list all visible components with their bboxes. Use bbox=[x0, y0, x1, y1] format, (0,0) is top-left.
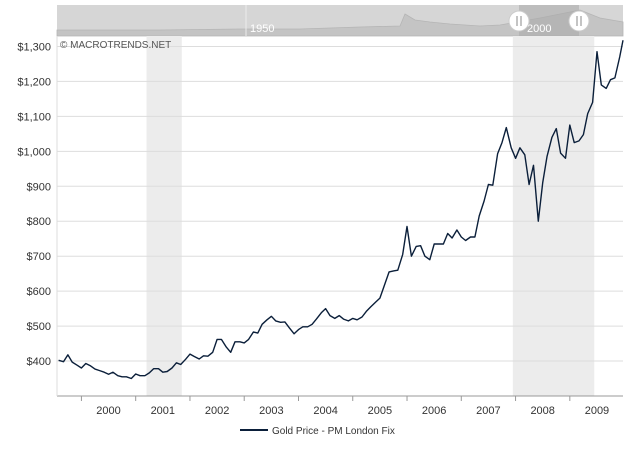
y-tick-label: $1,000 bbox=[17, 146, 51, 158]
y-axis: $400 $500 $600 $700 $800 $900 $1,000 $1,100 $1,2… bbox=[17, 41, 51, 368]
x-tick-label: 2001 bbox=[151, 405, 175, 417]
x-tick-label: 2009 bbox=[585, 405, 609, 417]
y-tick-label: $900 bbox=[27, 181, 51, 193]
series-layer bbox=[58, 40, 624, 380]
y-tick-label: $1,100 bbox=[17, 111, 51, 123]
x-tick-label: 2003 bbox=[259, 405, 283, 417]
navigator-right-handle[interactable] bbox=[568, 10, 590, 32]
x-tick-label: 2000 bbox=[96, 405, 120, 417]
y-tick-label: $1,200 bbox=[17, 76, 51, 88]
x-tick-label: 2002 bbox=[205, 405, 229, 417]
x-tick-label: 2007 bbox=[476, 405, 500, 417]
navigator-year-label: 1950 bbox=[250, 23, 274, 35]
navigator-year-label-right: 2000 bbox=[527, 23, 551, 35]
x-tick-label: 2005 bbox=[368, 405, 392, 417]
recession-band-2 bbox=[512, 36, 595, 396]
navigator-left-handle[interactable] bbox=[508, 10, 530, 32]
navigator-sparkline bbox=[56, 9, 624, 37]
recession-band-1 bbox=[146, 36, 182, 396]
y-tick-label: $600 bbox=[27, 286, 51, 298]
legend[interactable]: Gold Price - PM London Fix bbox=[240, 426, 395, 437]
x-tick-label: 2008 bbox=[530, 405, 554, 417]
y-tick-label: $700 bbox=[27, 251, 51, 263]
x-tick-label: 2006 bbox=[422, 405, 446, 417]
series-line-gold-price bbox=[58, 40, 624, 380]
plot-frame bbox=[56, 36, 623, 397]
x-axis: 2000 2001 2002 2003 2004 2005 2006 2007 2008 2009 bbox=[80, 396, 609, 417]
grid-lines bbox=[57, 45, 623, 362]
x-tick-label: 2004 bbox=[313, 405, 337, 417]
y-tick-label: $500 bbox=[27, 321, 51, 333]
y-tick-label: $800 bbox=[27, 216, 51, 228]
recession-bands bbox=[146, 36, 595, 396]
legend-label: Gold Price - PM London Fix bbox=[272, 426, 395, 437]
y-tick-label: $1,300 bbox=[17, 41, 51, 53]
range-navigator[interactable]: 1950 2000 bbox=[56, 5, 624, 37]
y-tick-label: $400 bbox=[27, 356, 51, 368]
watermark: © MACROTRENDS.NET bbox=[60, 40, 171, 51]
